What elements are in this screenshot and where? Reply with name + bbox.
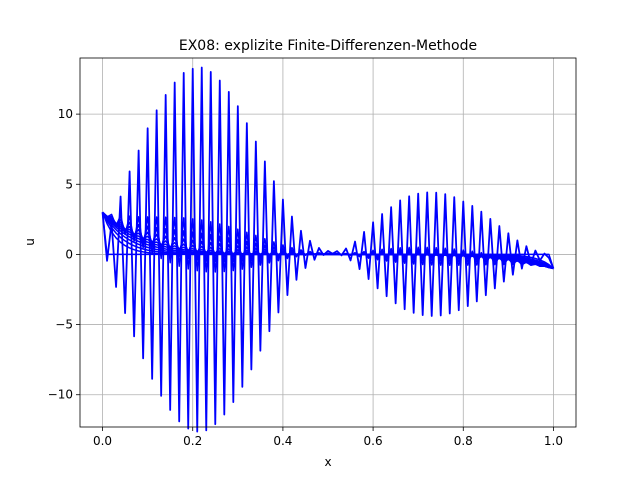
y-axis-label: u — [23, 238, 37, 246]
axes-frame — [79, 57, 577, 428]
y-tick-label: 10 — [58, 107, 73, 121]
x-tick-label: 0.2 — [183, 434, 202, 448]
x-tick-label: 0.8 — [454, 434, 473, 448]
series-line-11 — [101, 66, 555, 433]
x-tick-label: 0.6 — [364, 434, 383, 448]
x-tick-label: 0.0 — [93, 434, 112, 448]
x-axis-label: x — [324, 455, 331, 469]
y-tick-label: −10 — [48, 388, 73, 402]
x-tick-label: 0.4 — [273, 434, 292, 448]
plot-lines — [101, 66, 555, 433]
y-tick-label: 5 — [65, 177, 73, 191]
x-tick-label: 1.0 — [544, 434, 563, 448]
chart-title: EX08: explizite Finite-Differenzen-Metho… — [179, 38, 477, 54]
y-axis: −10 −5 0 5 10 — [48, 107, 80, 402]
x-axis: 0.0 0.2 0.4 0.6 0.8 1.0 — [93, 427, 563, 448]
y-tick-label: −5 — [55, 318, 73, 332]
y-tick-label: 0 — [65, 247, 73, 261]
